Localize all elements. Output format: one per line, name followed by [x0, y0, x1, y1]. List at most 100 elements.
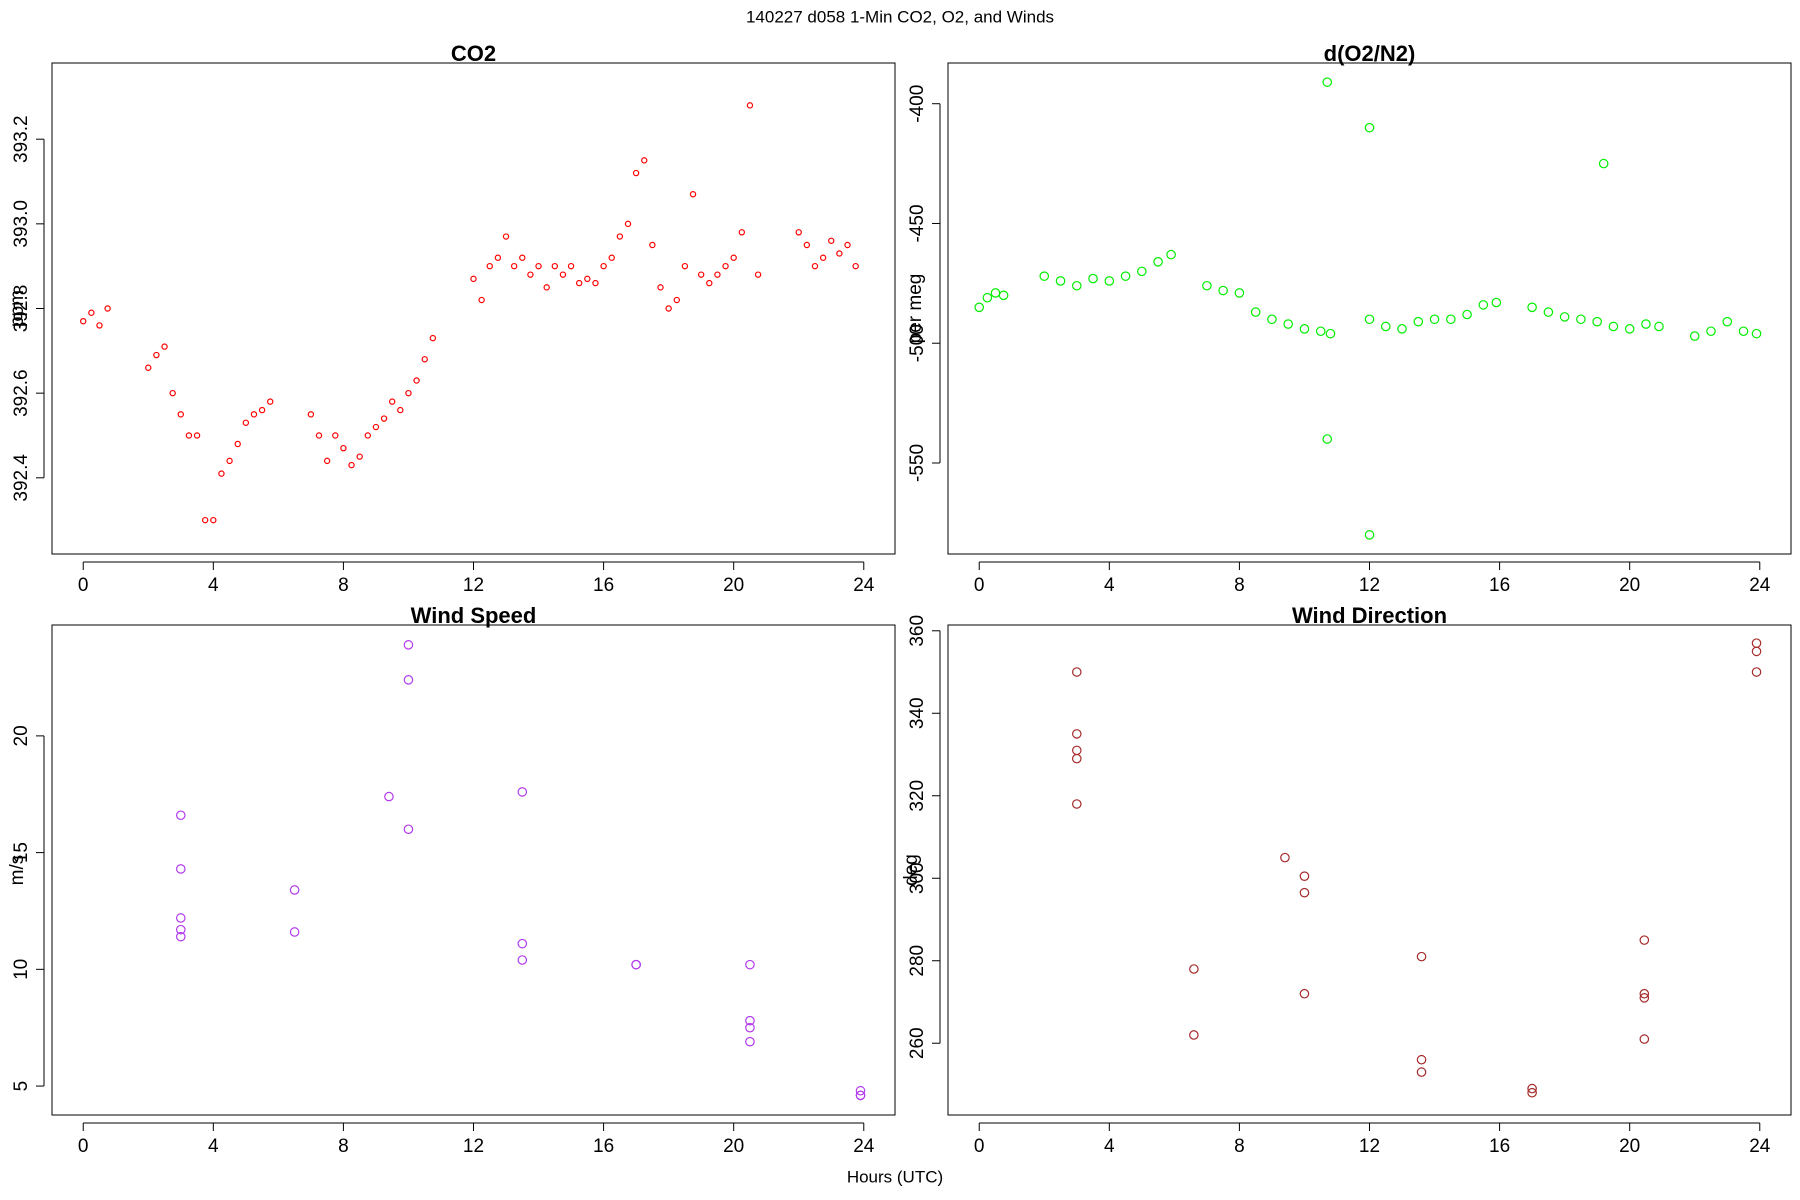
y-tick-label: 260 — [907, 1027, 928, 1059]
point — [1624, 324, 1635, 334]
point — [1751, 667, 1762, 677]
point — [754, 271, 762, 278]
point — [1608, 321, 1619, 332]
point — [364, 432, 371, 439]
x-tick-label: 8 — [1234, 575, 1245, 596]
point — [828, 237, 835, 244]
point — [348, 461, 355, 469]
x-tick-label: 0 — [974, 575, 985, 596]
point — [535, 262, 542, 270]
point — [494, 254, 502, 261]
point — [1364, 530, 1375, 540]
point — [1413, 316, 1424, 327]
point — [486, 262, 493, 270]
point — [517, 955, 528, 965]
point — [1234, 288, 1245, 298]
point — [201, 516, 209, 524]
point — [218, 470, 225, 477]
point — [1478, 300, 1489, 310]
point — [145, 364, 152, 371]
y-tick-label: 360 — [907, 615, 928, 647]
point — [1751, 646, 1762, 657]
x-tick-label: 0 — [974, 1136, 985, 1157]
point — [519, 254, 526, 261]
point — [844, 241, 851, 249]
point — [1299, 988, 1310, 999]
point — [1280, 852, 1290, 863]
point — [175, 810, 186, 821]
point — [681, 262, 689, 270]
point — [517, 787, 528, 797]
x-tick-label: 20 — [1619, 575, 1640, 596]
point — [289, 885, 300, 895]
point — [1104, 276, 1115, 286]
y-axis-label: per meg — [905, 274, 926, 344]
point — [673, 296, 680, 304]
point — [527, 271, 534, 278]
point — [697, 271, 705, 278]
point — [1120, 271, 1131, 281]
point — [315, 432, 323, 439]
point — [855, 1090, 866, 1101]
point — [372, 423, 380, 431]
point — [403, 675, 414, 685]
x-tick-label: 16 — [593, 575, 614, 596]
x-tick-label: 24 — [853, 1136, 875, 1157]
point — [1527, 302, 1537, 313]
y-tick-label: -450 — [907, 204, 928, 242]
point — [1416, 951, 1427, 962]
point — [1283, 319, 1293, 329]
x-tick-label: 0 — [78, 575, 89, 596]
point — [1689, 331, 1700, 341]
point — [1071, 280, 1082, 291]
y-axis-label: m/s — [7, 855, 28, 886]
point — [738, 229, 746, 236]
y-axis-label: ppm — [7, 290, 28, 327]
point — [356, 453, 363, 460]
point — [576, 279, 583, 287]
point — [641, 157, 648, 164]
point — [289, 927, 300, 937]
x-tick-label: 8 — [338, 575, 349, 596]
point — [478, 296, 485, 304]
y-tick-label: 340 — [907, 697, 928, 729]
point — [104, 305, 111, 312]
point — [161, 343, 168, 350]
point — [1559, 312, 1570, 322]
point — [559, 271, 567, 278]
point — [1641, 319, 1651, 329]
point — [706, 279, 713, 287]
y-tick-label: 280 — [907, 945, 928, 977]
point — [592, 279, 599, 287]
point — [811, 262, 819, 270]
point — [1322, 434, 1333, 444]
x-tick-label: 4 — [1104, 575, 1115, 596]
point — [153, 351, 160, 359]
x-tick-label: 0 — [78, 1136, 89, 1157]
plot-frame — [51, 624, 896, 1116]
point — [1325, 328, 1336, 339]
point — [403, 640, 414, 650]
x-tick-label: 16 — [1489, 575, 1510, 596]
point — [1446, 314, 1456, 325]
plot-frame — [947, 624, 1792, 1116]
point — [234, 440, 241, 448]
point — [998, 290, 1009, 301]
point — [1039, 271, 1050, 281]
point — [1639, 1034, 1650, 1044]
point — [1189, 964, 1199, 974]
y-tick-label: 320 — [907, 780, 928, 812]
point — [714, 271, 721, 278]
point — [745, 959, 755, 970]
point — [175, 931, 186, 942]
x-tick-label: 24 — [853, 575, 875, 596]
y-tick-label: -400 — [907, 85, 928, 123]
point — [210, 516, 217, 524]
point — [1751, 328, 1762, 339]
point — [175, 924, 186, 935]
point — [226, 457, 233, 465]
point — [88, 309, 95, 316]
point — [384, 791, 394, 802]
point — [1543, 307, 1554, 317]
